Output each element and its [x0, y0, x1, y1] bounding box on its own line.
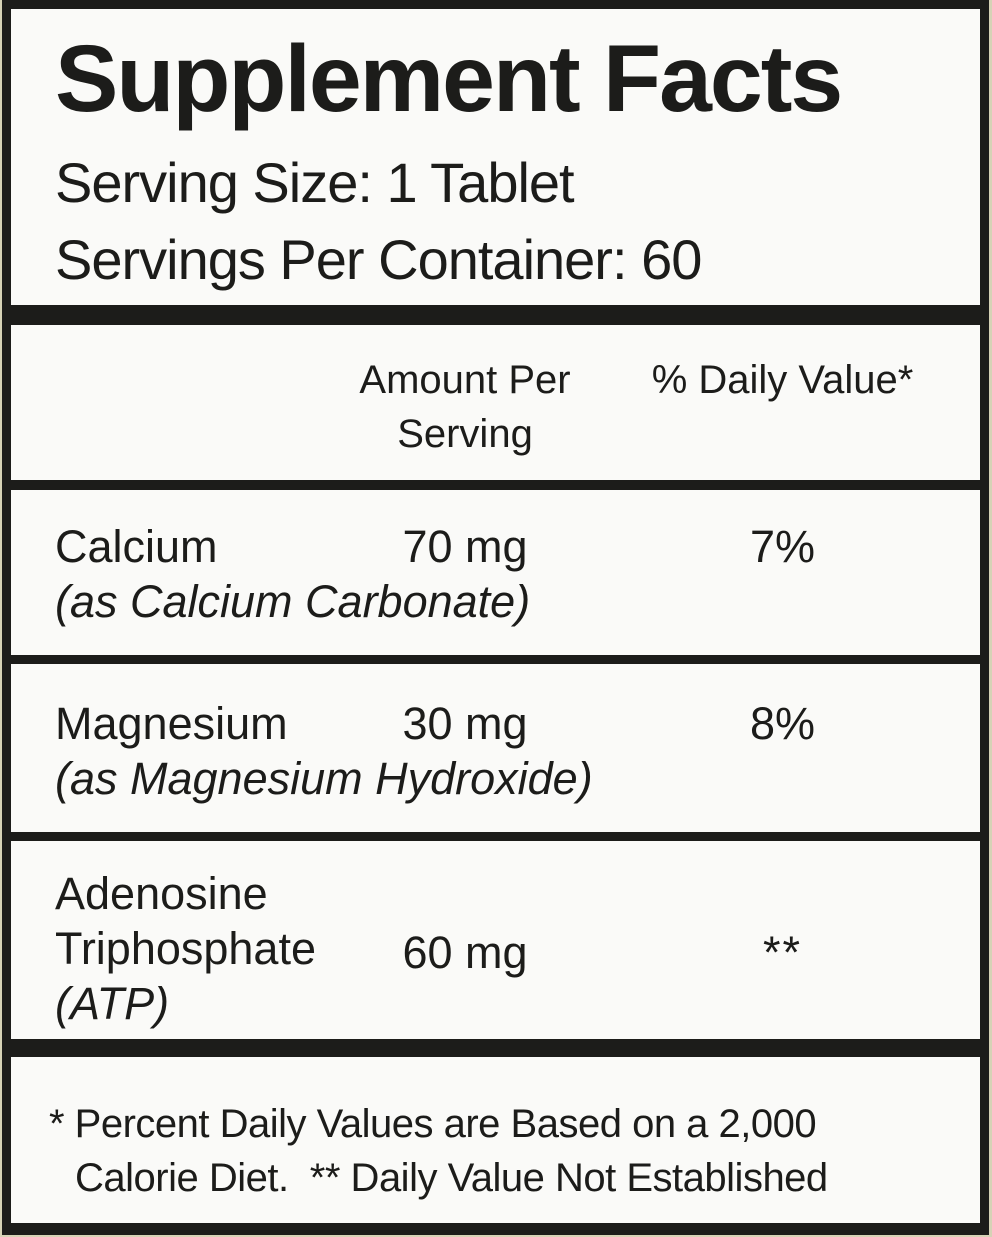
ingredient-form: (as Magnesium Hydroxide): [55, 752, 593, 804]
ingredient-name-block: Adenosine Triphosphate (ATP): [11, 867, 345, 1039]
footnote: * Percent Daily Values are Based on a 2,…: [11, 1057, 980, 1223]
ingredient-row-magnesium: Magnesium 30 mg 8% (as Magnesium Hydroxi…: [11, 664, 980, 832]
ingredient-name: Adenosine Triphosphate: [55, 868, 316, 974]
footnote-line-2: Calorie Diet. ** Daily Value Not Establi…: [75, 1156, 828, 1200]
ingredient-form: (as Calcium Carbonate): [55, 575, 531, 627]
ingredient-amount: 60 mg: [402, 926, 528, 978]
label-title: Supplement Facts: [55, 26, 843, 132]
ingredient-amount: 70 mg: [402, 521, 528, 572]
ingredient-amount: 30 mg: [402, 698, 528, 749]
ingredient-daily-value: 8%: [749, 698, 816, 749]
ingredient-daily-value: 7%: [749, 521, 816, 572]
footnote-line-1: * Percent Daily Values are Based on a 2,…: [49, 1102, 817, 1146]
serving-size: Serving Size: 1 Tablet: [55, 150, 575, 214]
separator-after-headers: [11, 480, 980, 490]
separator-row-1: [11, 655, 980, 664]
daily-value-header: % Daily Value*: [651, 358, 914, 402]
ingredient-row-atp: Adenosine Triphosphate (ATP) 60 mg **: [11, 841, 980, 1039]
servings-per-container: Servings Per Container: 60: [55, 228, 702, 292]
separator-thick-top: [11, 305, 980, 325]
ingredient-form: (ATP): [55, 977, 170, 1029]
separator-before-footnote: [11, 1039, 980, 1057]
ingredient-name: Magnesium: [55, 698, 288, 749]
column-headers: Amount Per Serving % Daily Value*: [11, 325, 980, 480]
ingredient-daily-value: **: [762, 926, 803, 978]
ingredient-row-calcium: Calcium 70 mg 7% (as Calcium Carbonate): [11, 490, 980, 655]
separator-row-2: [11, 832, 980, 841]
ingredient-name: Calcium: [55, 521, 218, 572]
amount-per-serving-header: Amount Per Serving: [359, 358, 571, 456]
label-header: Supplement Facts Serving Size: 1 Tablet …: [11, 9, 980, 305]
